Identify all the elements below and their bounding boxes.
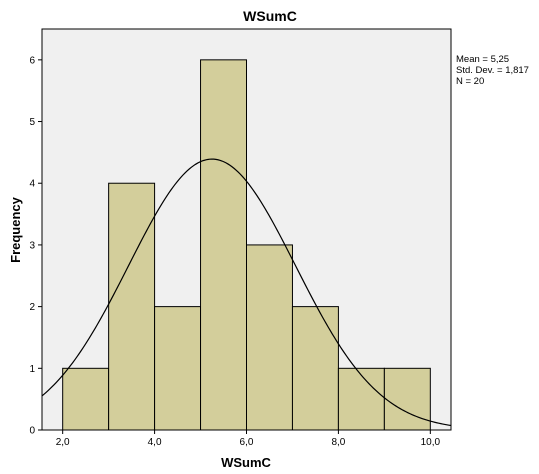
y-tick-label: 4 [29,179,35,190]
x-tick-label: 2,0 [56,437,70,448]
histogram-bar-3 [154,306,202,431]
stat-mean: Mean = 5,25 [456,54,509,65]
x-tick-label: 6,0 [240,437,254,448]
y-tick-label: 2 [29,302,35,313]
stat-std-dev: Std. Dev. = 1,817 [456,65,529,76]
histogram-bar-4 [200,59,247,431]
stat-n: N = 20 [456,76,484,87]
histogram-bars [62,59,431,431]
histogram-bar-2 [108,182,156,431]
y-tick-label: 6 [29,55,35,66]
y-axis-ticks: 0 1 2 3 4 5 6 [29,55,42,437]
y-tick-label: 0 [29,426,35,437]
histogram-bar-1 [62,367,110,431]
histogram-bar-8 [383,367,431,431]
x-axis-title: WSumC [221,455,271,470]
y-tick-label: 5 [29,117,35,128]
x-tick-label: 10,0 [421,437,441,448]
normal-curve [41,158,452,427]
chart-title: WSumC [243,8,297,24]
histogram-bar-5 [246,244,293,431]
y-axis-title: Frequency [8,196,23,263]
histogram-bar-7 [337,367,385,431]
x-axis-ticks: 2,0 4,0 6,0 8,0 10,0 [56,430,441,448]
histogram-bar-6 [291,306,339,431]
y-tick-label: 3 [29,240,35,251]
x-tick-label: 8,0 [331,437,345,448]
y-tick-label: 1 [29,364,35,375]
x-tick-label: 4,0 [148,437,162,448]
stats-box: Mean = 5,25 Std. Dev. = 1,817 N = 20 [456,54,529,87]
